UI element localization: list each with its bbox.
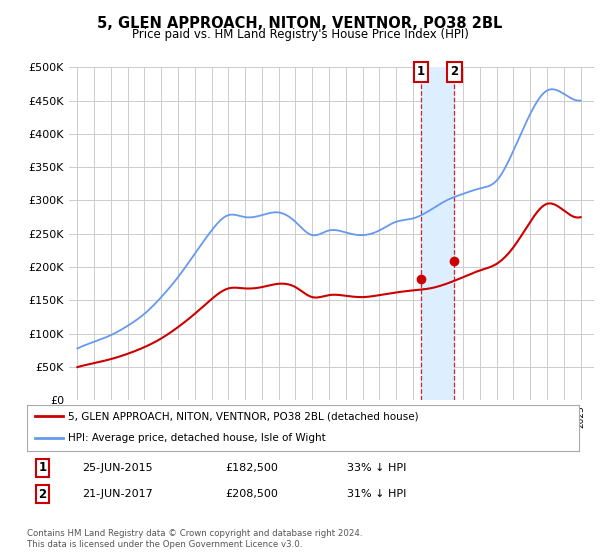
Text: 2: 2 — [38, 488, 47, 501]
Text: 1: 1 — [417, 66, 425, 78]
Text: 1: 1 — [38, 461, 47, 474]
Text: Contains HM Land Registry data © Crown copyright and database right 2024.
This d: Contains HM Land Registry data © Crown c… — [27, 529, 362, 549]
Text: 21-JUN-2017: 21-JUN-2017 — [82, 489, 153, 499]
Text: 5, GLEN APPROACH, NITON, VENTNOR, PO38 2BL (detached house): 5, GLEN APPROACH, NITON, VENTNOR, PO38 2… — [68, 412, 419, 421]
Text: 25-JUN-2015: 25-JUN-2015 — [82, 463, 153, 473]
Text: 33% ↓ HPI: 33% ↓ HPI — [347, 463, 407, 473]
Text: Price paid vs. HM Land Registry's House Price Index (HPI): Price paid vs. HM Land Registry's House … — [131, 28, 469, 41]
Text: 5, GLEN APPROACH, NITON, VENTNOR, PO38 2BL: 5, GLEN APPROACH, NITON, VENTNOR, PO38 2… — [97, 16, 503, 31]
Text: 2: 2 — [450, 66, 458, 78]
Text: 31% ↓ HPI: 31% ↓ HPI — [347, 489, 407, 499]
Bar — [421, 67, 454, 400]
Text: £208,500: £208,500 — [226, 489, 278, 499]
Text: £182,500: £182,500 — [226, 463, 278, 473]
Text: HPI: Average price, detached house, Isle of Wight: HPI: Average price, detached house, Isle… — [68, 433, 326, 443]
